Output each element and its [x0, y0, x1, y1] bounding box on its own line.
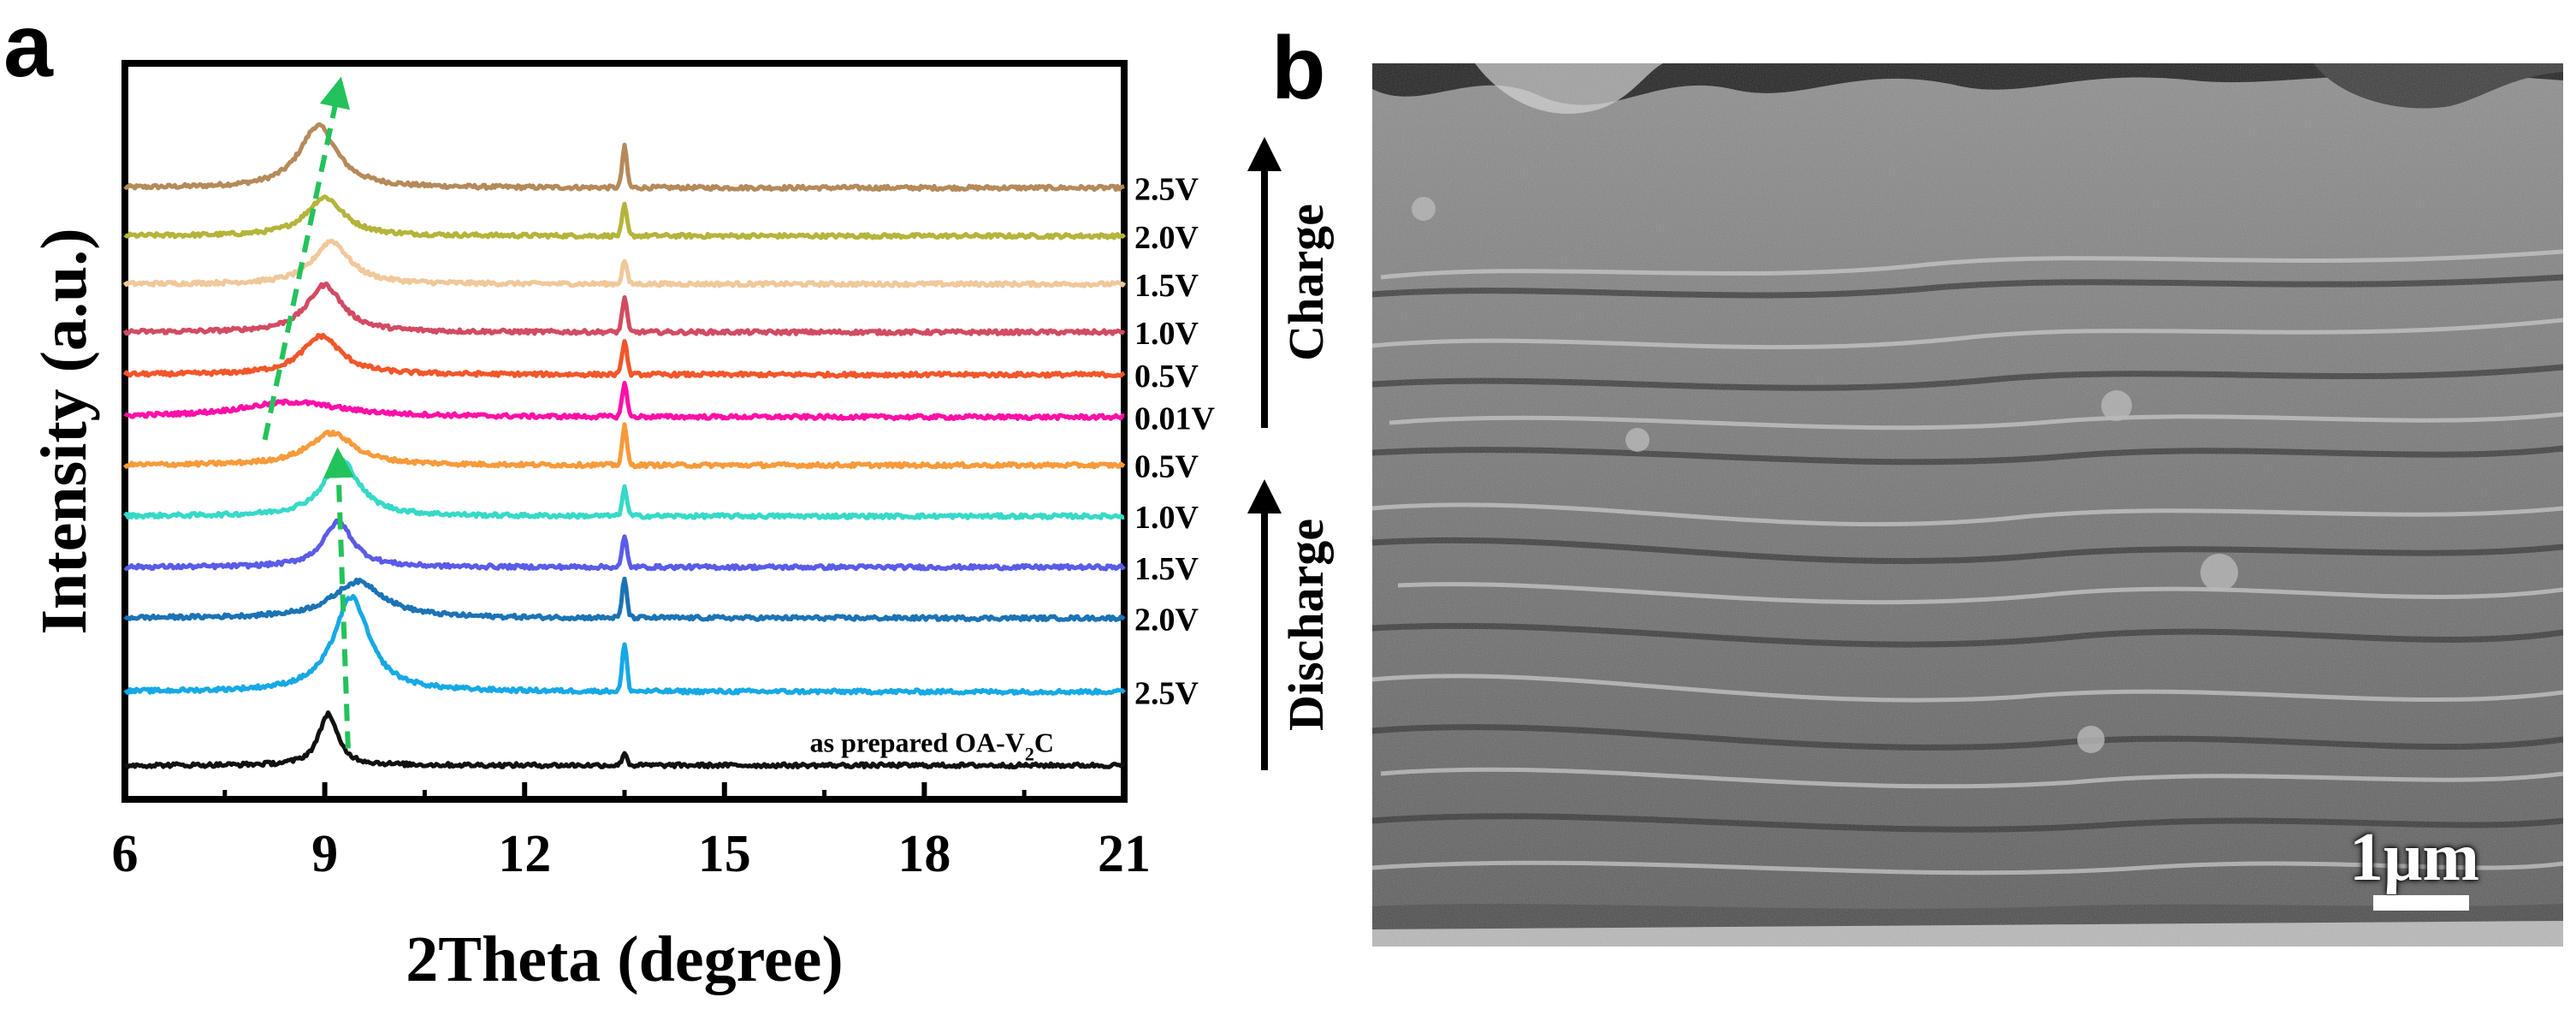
- x-axis-title: 2Theta (degree): [406, 923, 843, 995]
- x-tick-label: 21: [1098, 825, 1151, 883]
- sem-image: [1372, 63, 2563, 947]
- series-label-4: 0.5V: [1134, 359, 1199, 395]
- series-label-3: 1.0V: [1134, 316, 1199, 352]
- discharge-arrow-head: [1247, 479, 1282, 513]
- x-tick-label: 6: [112, 825, 139, 883]
- charge-arrow-head: [1247, 137, 1282, 171]
- series-label-10: 2.5V: [1134, 675, 1199, 711]
- panel-b-label: b: [1271, 19, 1326, 118]
- series-label-1: 2.0V: [1134, 220, 1199, 256]
- series-label-pristine: as prepared OA-V2C: [810, 727, 1054, 764]
- xrd-trace-0: [123, 122, 1125, 193]
- green-dashed-arrow-1: [262, 76, 351, 441]
- series-label-2: 1.5V: [1134, 268, 1199, 304]
- discharge-label: Discharge: [1278, 519, 1334, 731]
- xrd-trace-1: [123, 194, 1126, 240]
- y-axis-title: Intensity (a.u.): [28, 228, 100, 634]
- x-tick-label: 15: [698, 825, 751, 883]
- x-tick-label: 18: [897, 825, 950, 883]
- xrd-trace-4: [122, 332, 1126, 379]
- series-label-8: 1.5V: [1134, 551, 1199, 587]
- green-dashed-arrow-0: [323, 447, 354, 749]
- charge-label: Charge: [1278, 204, 1334, 361]
- sem-texture: [1372, 63, 2563, 947]
- series-label-0: 2.5V: [1134, 172, 1199, 208]
- xrd-trace-10: [123, 594, 1126, 696]
- series-label-7: 1.0V: [1134, 500, 1199, 536]
- xrd-trace-9: [123, 576, 1126, 622]
- xrd-trace-11: [123, 710, 1126, 769]
- scale-bar-label: 1μm: [2349, 820, 2479, 895]
- xrd-trace-8: [123, 518, 1126, 572]
- x-tick-label: 12: [498, 825, 551, 883]
- scale-bar: [2373, 895, 2469, 911]
- xrd-trace-2: [122, 238, 1127, 288]
- xrd-trace-7: [123, 457, 1125, 520]
- series-label-9: 2.0V: [1134, 602, 1199, 638]
- xrd-trace-3: [122, 281, 1126, 336]
- panel-a-label: a: [3, 0, 53, 96]
- xrd-trace-6: [123, 422, 1126, 470]
- x-tick-label: 9: [311, 825, 338, 883]
- series-label-5: 0.01V: [1134, 401, 1216, 436]
- xrd-trace-5: [123, 380, 1125, 422]
- series-label-6: 0.5V: [1134, 449, 1199, 485]
- xrd-chart: 6 9 12 15 18 21 2Theta (degree) Intensity (a.u.…: [28, 60, 1334, 995]
